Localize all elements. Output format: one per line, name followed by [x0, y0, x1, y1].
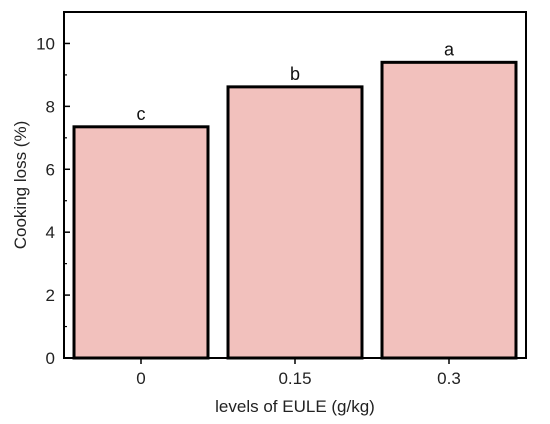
y-tick-label: 10: [36, 34, 55, 53]
bar-significance-letter: a: [444, 39, 455, 59]
bar-0: [72, 125, 210, 360]
y-axis-ticks: 0 2 4 6 8 10: [36, 34, 70, 368]
y-tick-label: 8: [46, 97, 55, 116]
bar-significance-letter: c: [137, 104, 146, 124]
bar-0.15: [226, 85, 364, 360]
x-axis-title: levels of EULE (g/kg): [215, 397, 375, 416]
bar-significance-letter: b: [290, 64, 300, 84]
y-tick-label: 4: [46, 223, 55, 242]
y-axis-title: Cooking loss (%): [11, 121, 30, 250]
x-tick-label: 0.15: [278, 369, 311, 388]
x-axis-ticks: 0 0.15 0.3: [136, 358, 461, 388]
bars-group: c b a: [72, 39, 518, 360]
x-tick-label: 0.3: [437, 369, 461, 388]
bar-0.3: [380, 60, 518, 360]
y-tick-label: 0: [46, 349, 55, 368]
y-tick-label: 2: [46, 286, 55, 305]
x-tick-label: 0: [136, 369, 145, 388]
y-tick-label: 6: [46, 160, 55, 179]
